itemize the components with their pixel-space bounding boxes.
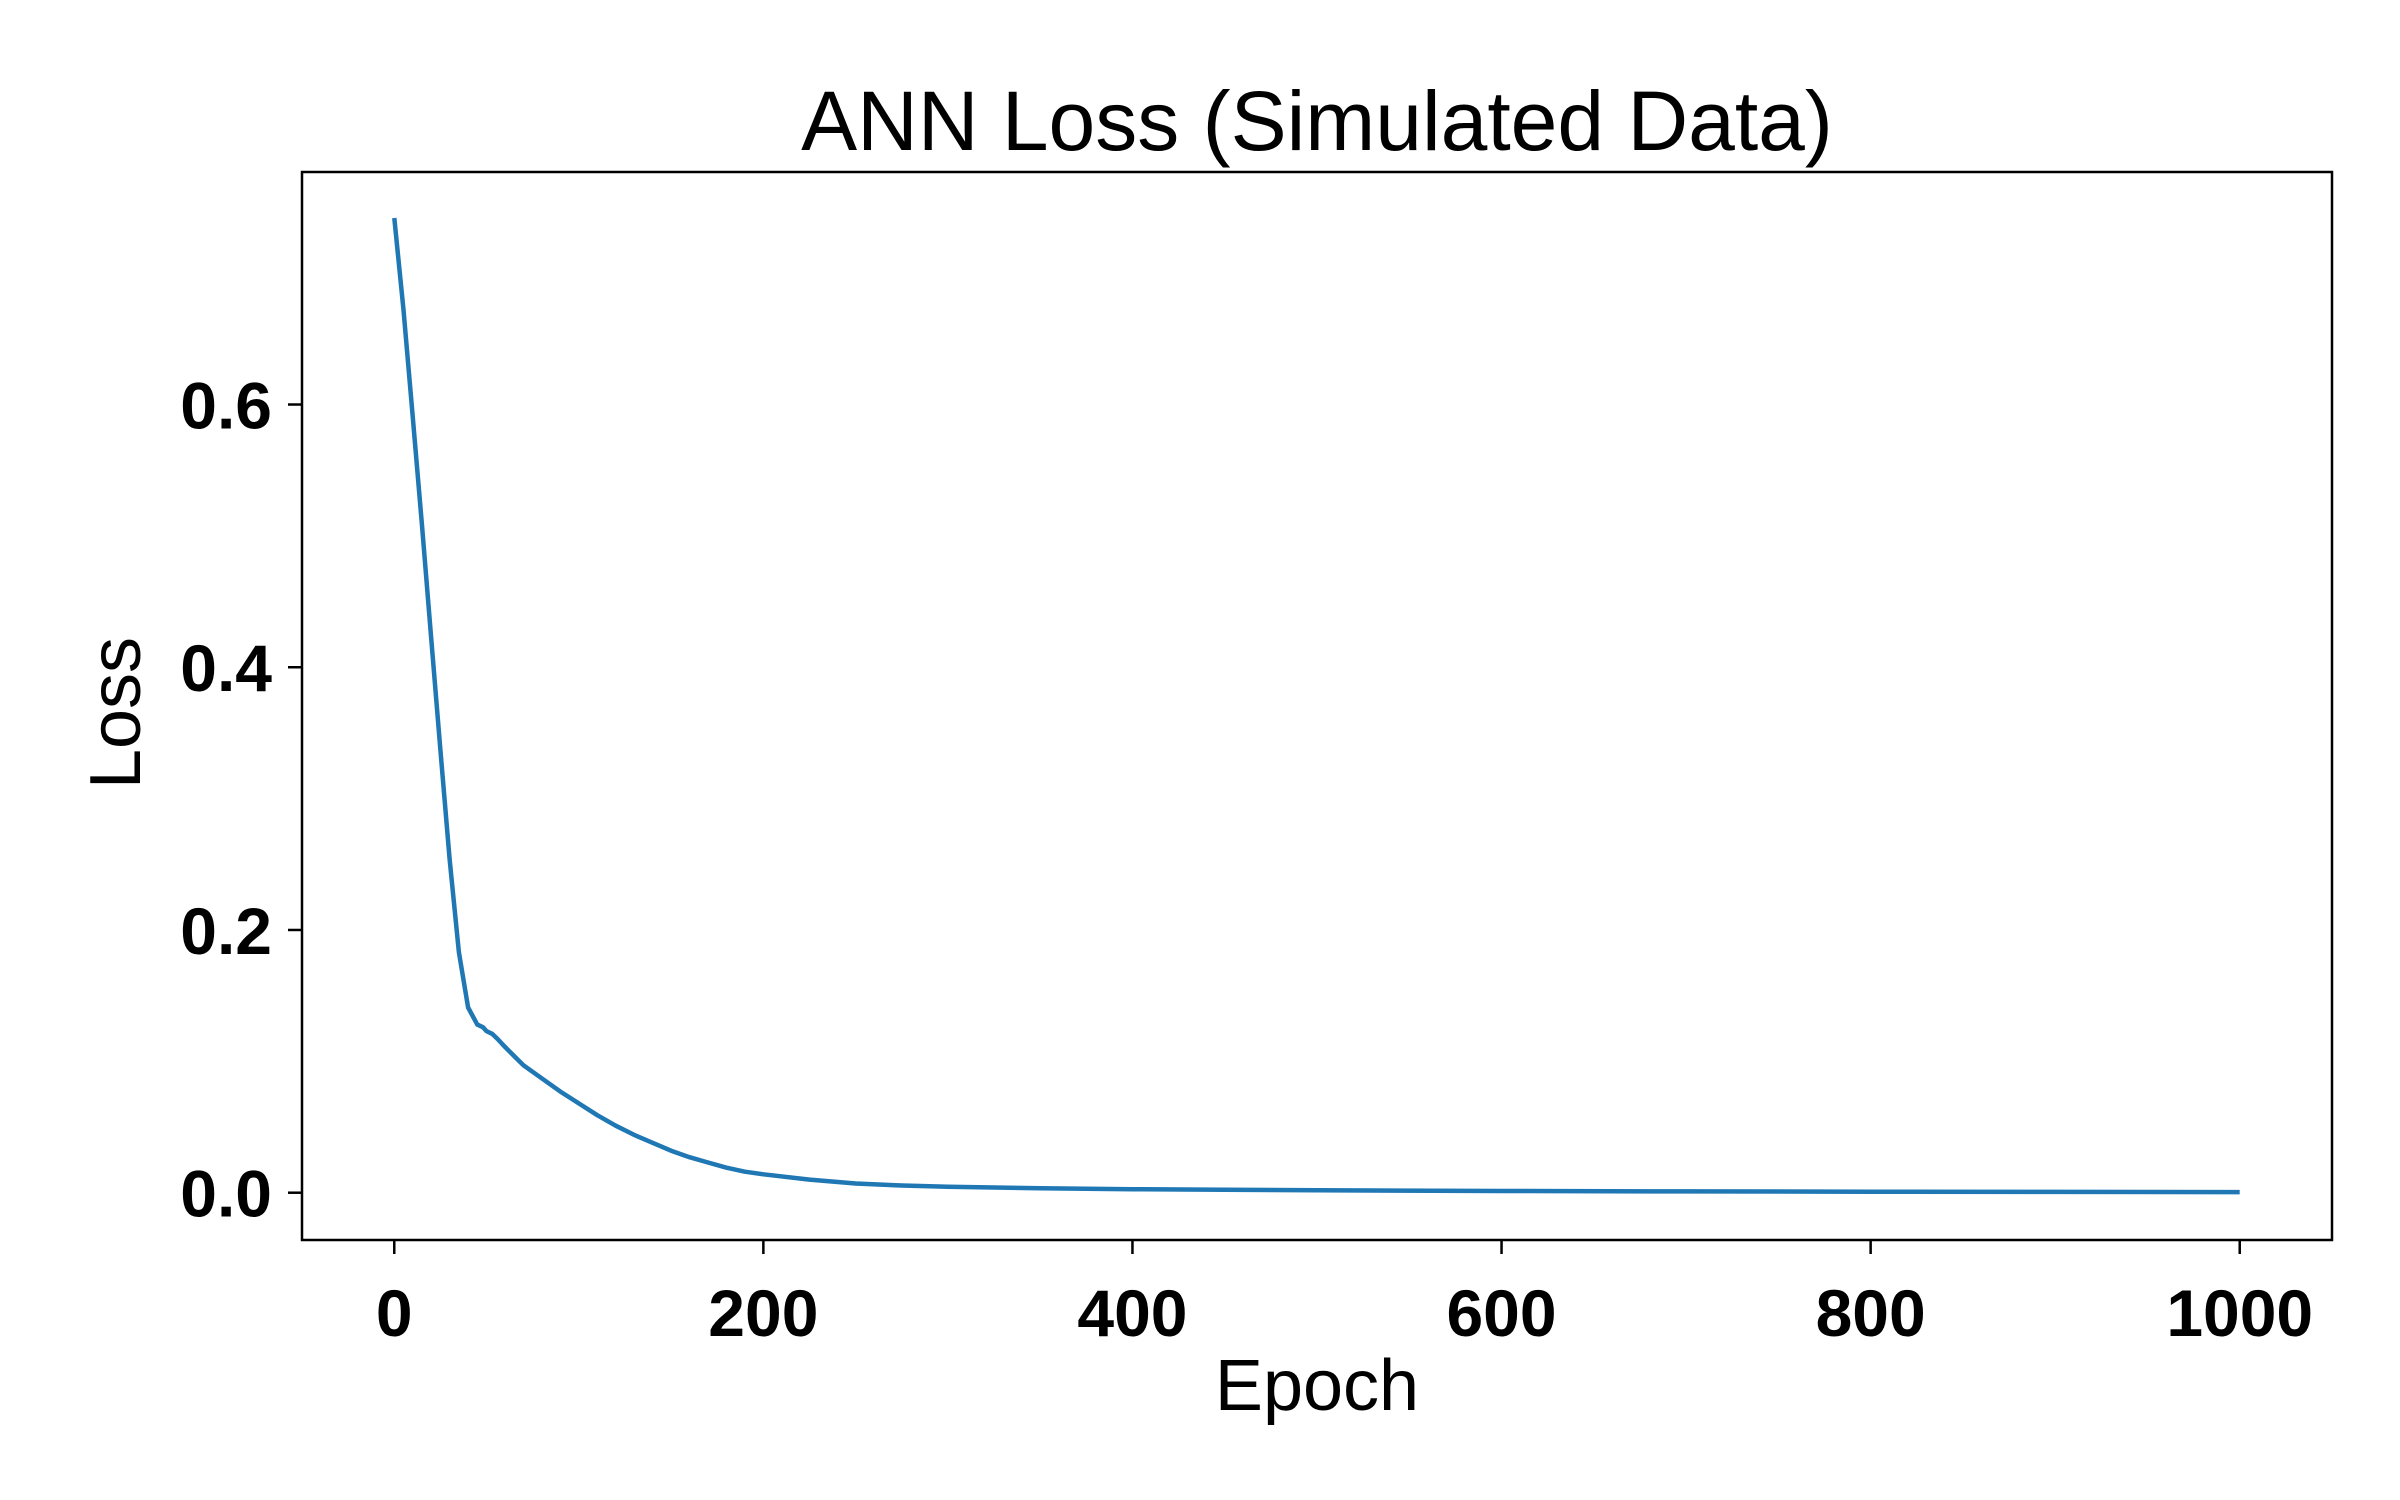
- series-layer: [392, 217, 2240, 1195]
- y-tick-label: 0.0: [180, 1157, 272, 1231]
- loss-line: [392, 217, 2240, 1195]
- x-axis-label: Epoch: [1215, 1346, 1419, 1426]
- x-tick-label: 1000: [2166, 1276, 2313, 1350]
- y-tick-label: 0.2: [180, 894, 272, 968]
- y-tick-label: 0.6: [180, 369, 272, 443]
- chart-title: ANN Loss (Simulated Data): [801, 74, 1833, 168]
- x-tick-label: 800: [1816, 1276, 1926, 1350]
- x-tick-label: 200: [708, 1276, 818, 1350]
- x-tick-label: 0: [376, 1276, 413, 1350]
- y-tick-label: 0.4: [180, 631, 272, 705]
- y-axis-label: Loss: [76, 637, 156, 789]
- x-tick-label: 400: [1077, 1276, 1187, 1350]
- x-tick-label: 600: [1446, 1276, 1556, 1350]
- plot-frame: [300, 170, 2334, 1242]
- axis-ticks: 0 200 400 600 800 1000 0.0 0.2 0.4 0.6: [180, 369, 2313, 1350]
